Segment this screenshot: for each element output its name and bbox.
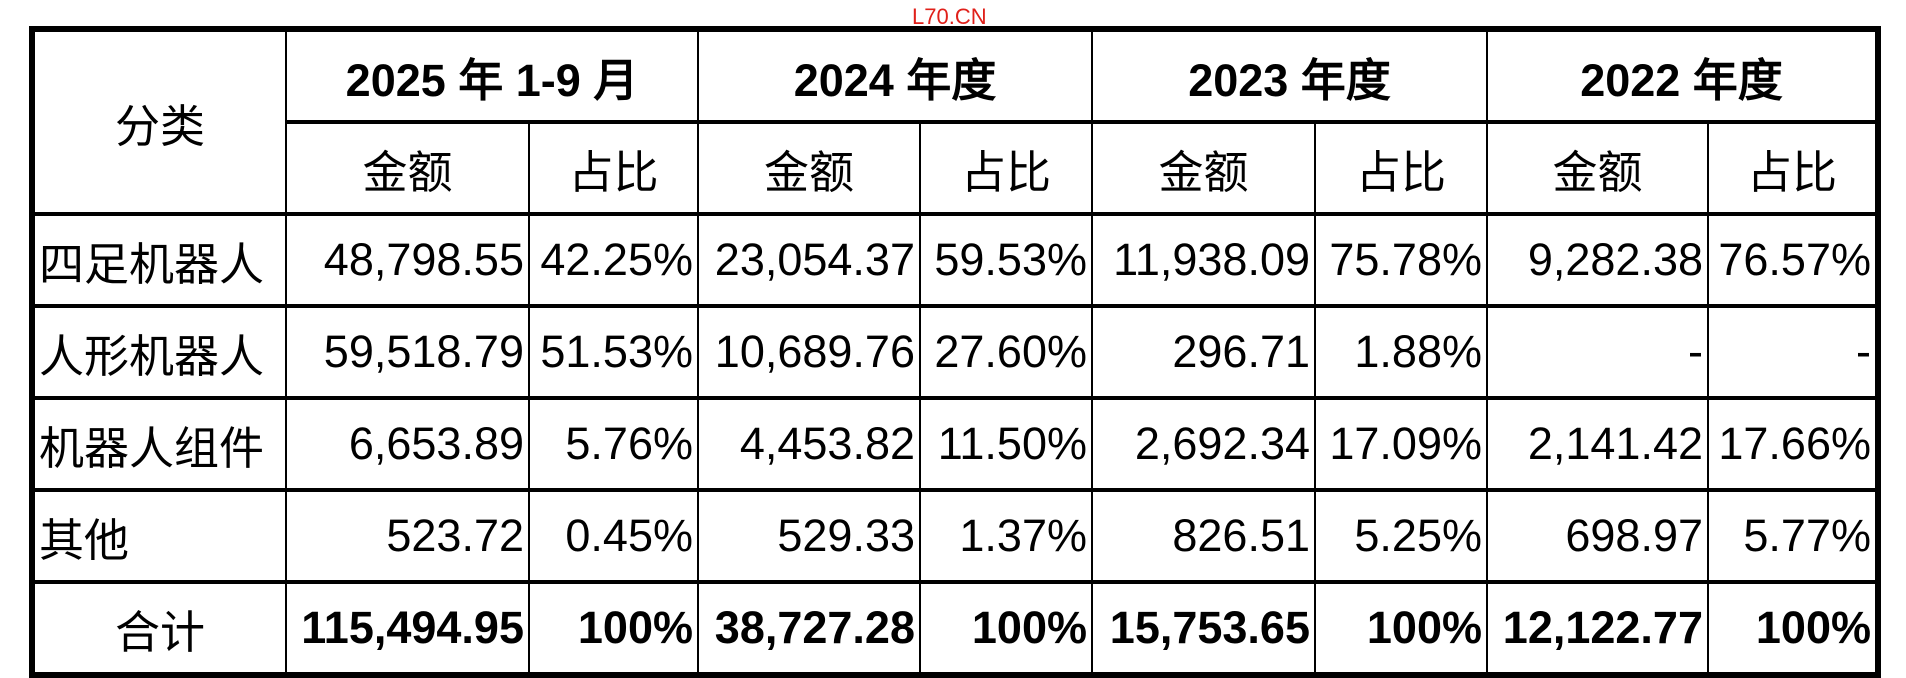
total-cell: 115,494.95 (285, 580, 530, 676)
ratio-cell: 59.53% (919, 212, 1093, 307)
header-category: 分类 (31, 28, 287, 215)
header-ratio: 占比 (919, 120, 1093, 215)
amount-cell: 10,689.76 (697, 304, 921, 399)
total-cell: 100% (528, 580, 699, 676)
amount-cell: 48,798.55 (285, 212, 530, 307)
amount-cell: 296.71 (1091, 304, 1316, 399)
total-cell: 100% (1707, 580, 1879, 676)
amount-cell: 4,453.82 (697, 396, 921, 491)
header-amount: 金额 (1091, 120, 1316, 215)
amount-cell: 523.72 (285, 488, 530, 583)
total-cell: 12,122.77 (1486, 580, 1709, 676)
header-period: 2024 年度 (697, 28, 1093, 123)
ratio-cell: 0.45% (528, 488, 699, 583)
ratio-cell: 42.25% (528, 212, 699, 307)
amount-cell: 529.33 (697, 488, 921, 583)
ratio-cell: 5.76% (528, 396, 699, 491)
table-row: 四足机器人 48,798.55 42.25% 23,054.37 59.53% 11,93… (31, 212, 1879, 307)
header-amount: 金额 (697, 120, 921, 215)
ratio-cell: 11.50% (919, 396, 1093, 491)
row-label: 其他 (31, 488, 287, 583)
header-ratio: 占比 (1707, 120, 1879, 215)
total-cell: 100% (919, 580, 1093, 676)
watermark: L70.CN (912, 4, 987, 29)
amount-cell: 698.97 (1486, 488, 1709, 583)
header-period: 2025 年 1-9 月 (285, 28, 699, 123)
ratio-cell: 75.78% (1314, 212, 1488, 307)
amount-cell: 11,938.09 (1091, 212, 1316, 307)
amount-cell: 826.51 (1091, 488, 1316, 583)
table-row: 其他 523.72 0.45% 529.33 1.37% 826.51 5.25% 698.9… (31, 488, 1879, 583)
total-cell: 100% (1314, 580, 1488, 676)
ratio-cell: 5.77% (1707, 488, 1879, 583)
amount-cell: 6,653.89 (285, 396, 530, 491)
amount-cell: 23,054.37 (697, 212, 921, 307)
table-row: 机器人组件 6,653.89 5.76% 4,453.82 11.50% 2,692.34… (31, 396, 1879, 491)
ratio-cell: 1.37% (919, 488, 1093, 583)
total-row: 合计 115,494.95 100% 38,727.28 100% 15,753… (31, 580, 1879, 676)
ratio-cell: 1.88% (1314, 304, 1488, 399)
total-label: 合计 (31, 580, 287, 676)
header-ratio: 占比 (528, 120, 699, 215)
ratio-cell: 17.66% (1707, 396, 1879, 491)
row-label: 机器人组件 (31, 396, 287, 491)
amount-cell: 59,518.79 (285, 304, 530, 399)
revenue-table: 分类 2025 年 1-9 月 2024 年度 2023 年度 2022 年度 … (29, 26, 1881, 678)
total-cell: 15,753.65 (1091, 580, 1316, 676)
header-ratio: 占比 (1314, 120, 1488, 215)
header-period: 2023 年度 (1091, 28, 1488, 123)
ratio-cell: 76.57% (1707, 212, 1879, 307)
header-amount: 金额 (1486, 120, 1709, 215)
row-label: 人形机器人 (31, 304, 287, 399)
amount-cell: 9,282.38 (1486, 212, 1709, 307)
ratio-cell: - (1707, 304, 1879, 399)
amount-cell: 2,141.42 (1486, 396, 1709, 491)
amount-cell: 2,692.34 (1091, 396, 1316, 491)
total-cell: 38,727.28 (697, 580, 921, 676)
table-row: 人形机器人 59,518.79 51.53% 10,689.76 27.60% 296.7… (31, 304, 1879, 399)
row-label: 四足机器人 (31, 212, 287, 307)
amount-cell: - (1486, 304, 1709, 399)
header-amount: 金额 (285, 120, 530, 215)
ratio-cell: 51.53% (528, 304, 699, 399)
ratio-cell: 27.60% (919, 304, 1093, 399)
ratio-cell: 17.09% (1314, 396, 1488, 491)
ratio-cell: 5.25% (1314, 488, 1488, 583)
header-period: 2022 年度 (1486, 28, 1879, 123)
